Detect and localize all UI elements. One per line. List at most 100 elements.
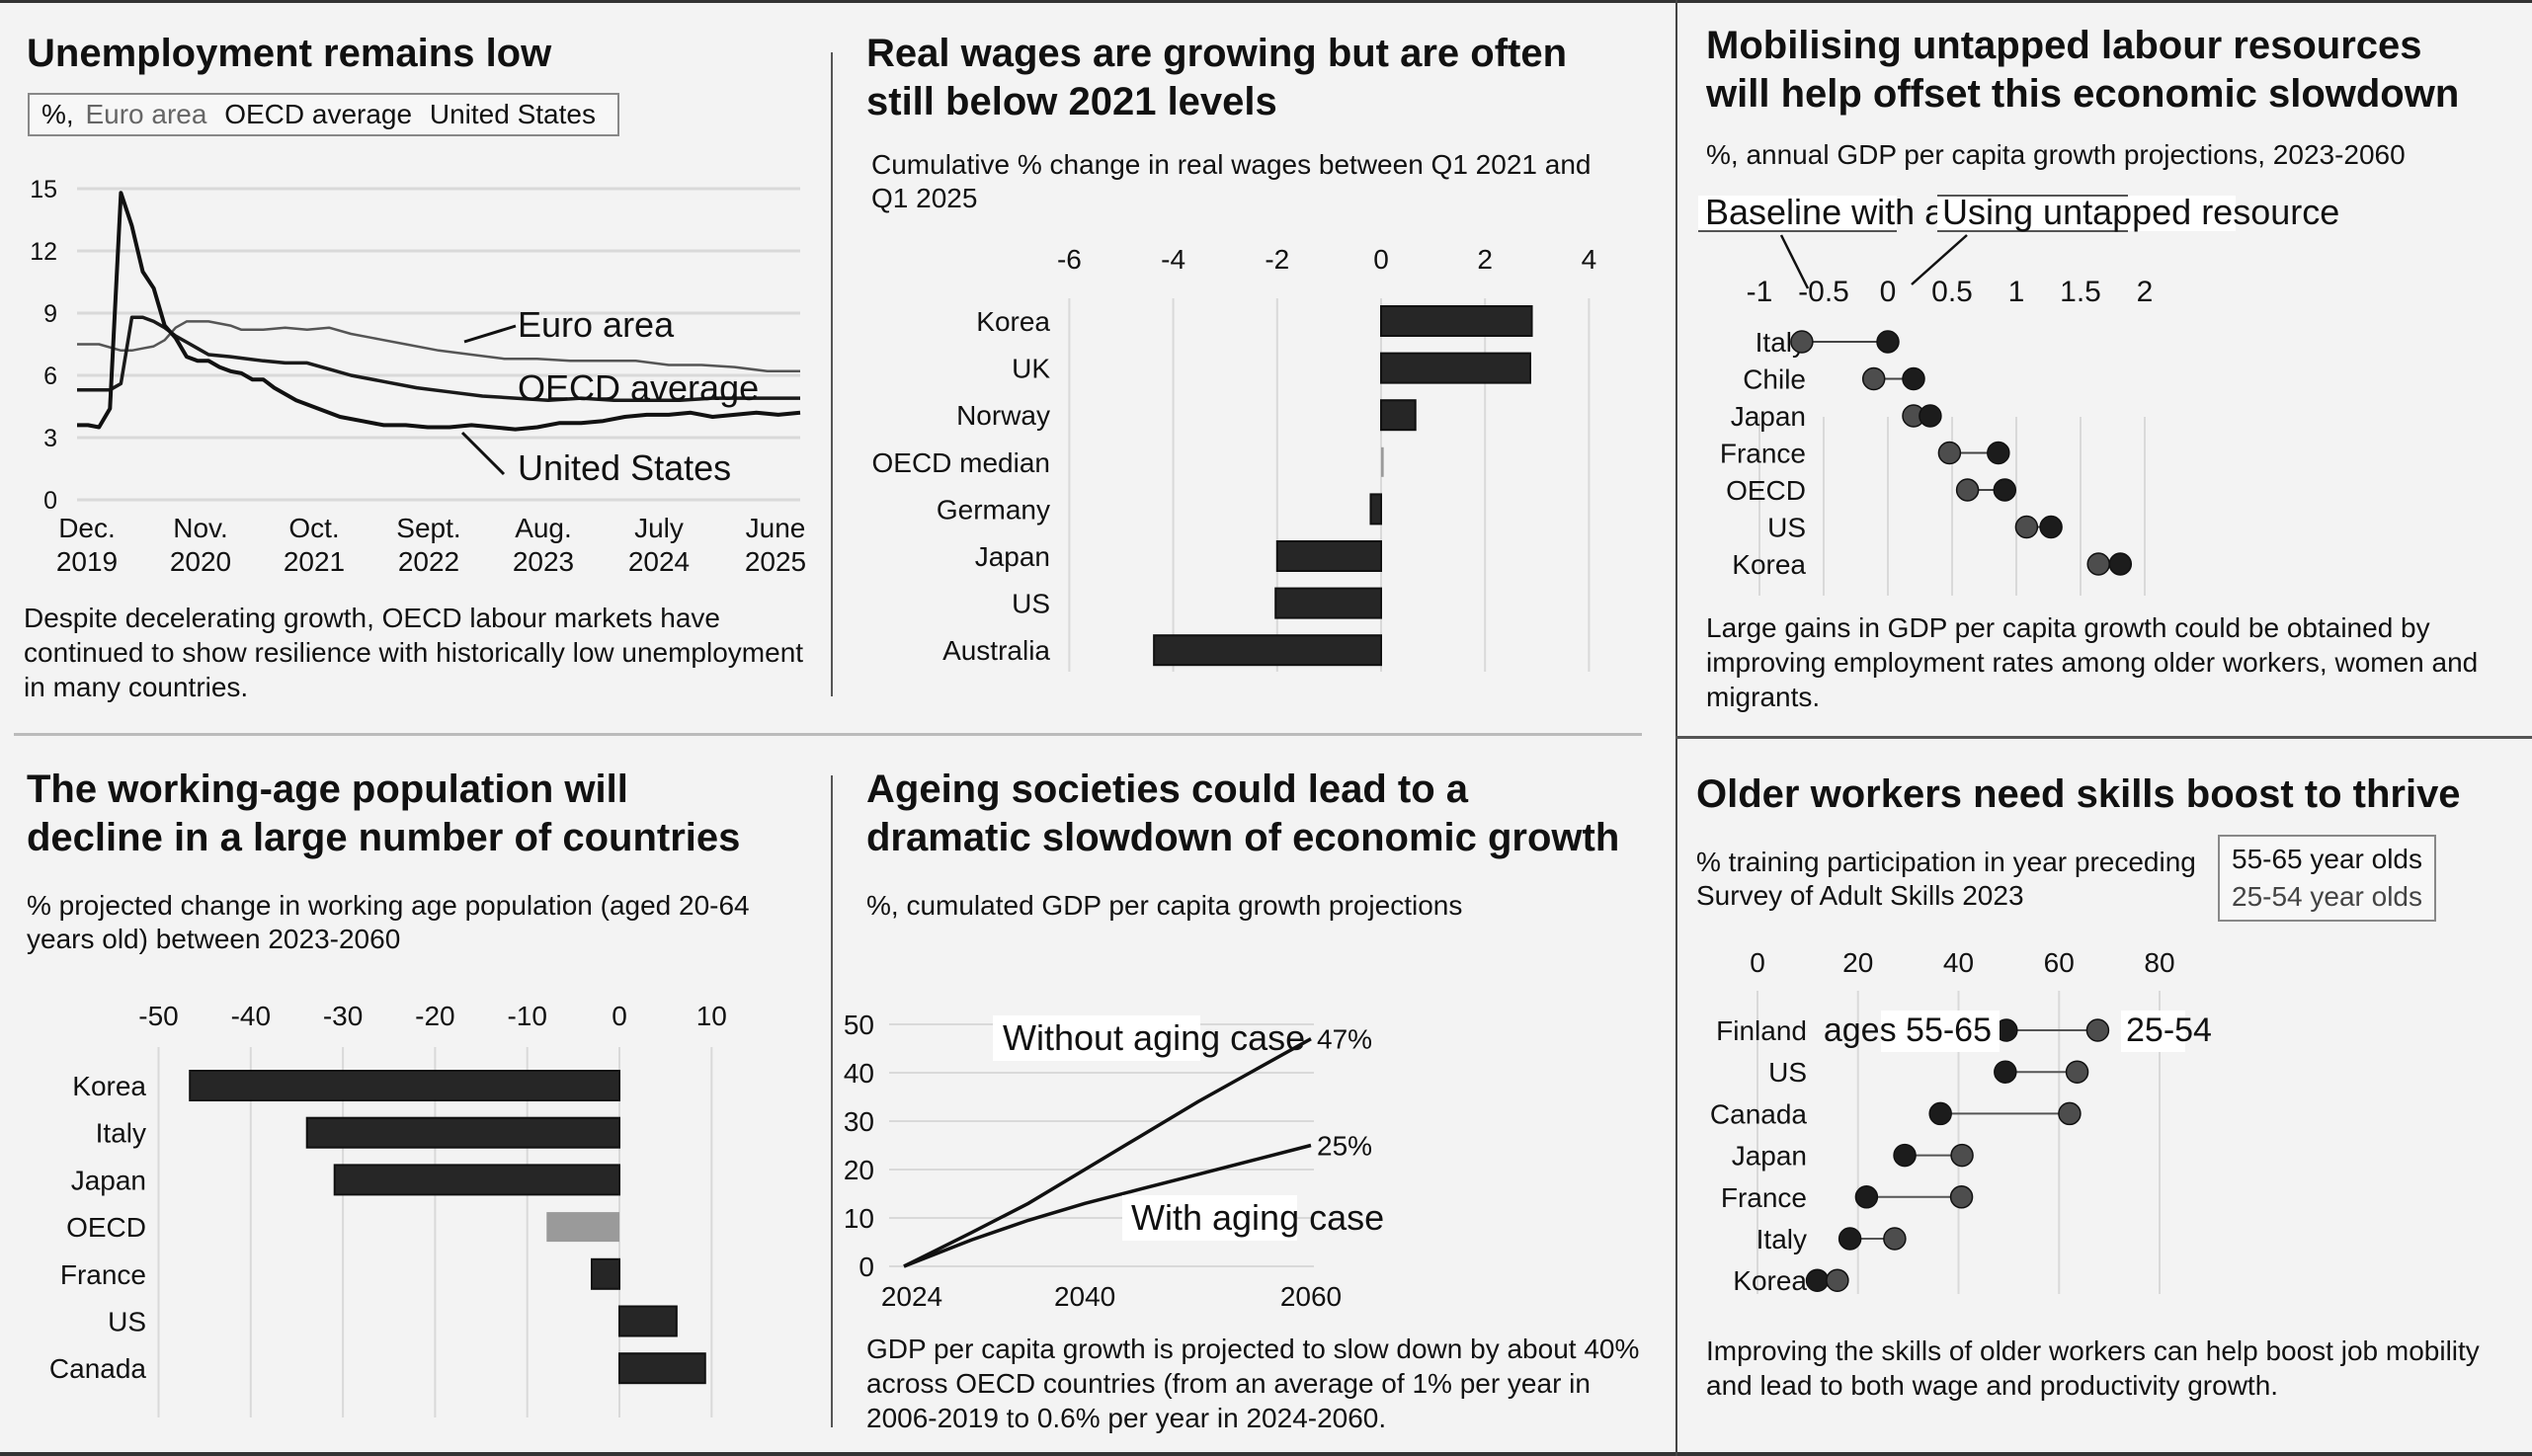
bar: [1380, 305, 1533, 337]
bar: [305, 1116, 620, 1149]
x-tick-label: 2024: [628, 546, 690, 577]
ages-55-65-label-bg: [1881, 1011, 2000, 1052]
skills-chart: 0 20 40 60 80 Finland US Canada Japan France Italy…: [1710, 947, 2212, 1296]
euro-area-label: Euro area: [518, 304, 675, 345]
wages-title-line1: Real wages are growing but are often: [866, 32, 1568, 75]
bar: [1381, 446, 1384, 477]
x-tick-label: 2020: [170, 546, 231, 577]
x-tick-label: -2: [1265, 244, 1289, 275]
category-label: OECD: [66, 1212, 146, 1243]
divider-horizontal-right: [1675, 736, 2532, 739]
dot-using-untapped-resource: [1876, 330, 1900, 354]
x-tick-label: -50: [138, 1001, 178, 1031]
x-tick-label: 0: [1373, 244, 1389, 275]
x-tick-label: 2025: [745, 546, 806, 577]
skills-title: Older workers need skills boost to thriv…: [1696, 772, 2461, 816]
category-label: Australia: [942, 635, 1050, 666]
y-tick-label: 15: [30, 176, 57, 203]
x-tick-label: -40: [231, 1001, 271, 1031]
category-label: Korea: [1733, 1265, 1807, 1296]
category-label: Japan: [1732, 1141, 1807, 1172]
series-line-oecd-average: [77, 315, 800, 402]
dot-25-54: [2058, 1101, 2082, 1126]
population-title-line2: decline in a large number of countries: [27, 816, 741, 859]
dot-55-65: [1994, 1060, 2017, 1084]
x-tick-label: 2: [1477, 244, 1493, 275]
dot-25-54: [2065, 1060, 2089, 1084]
y-tick-label: 50: [844, 1010, 874, 1040]
bar: [1153, 634, 1382, 667]
dot-55-65: [1893, 1143, 1917, 1168]
category-label: Korea: [976, 306, 1050, 337]
dot-25-54: [2085, 1018, 2110, 1042]
population-subtitle: % projected change in working age popula…: [27, 890, 750, 954]
x-tick-label: -10: [507, 1001, 546, 1031]
series-line-with-aging: [903, 1143, 1312, 1268]
bar: [591, 1257, 621, 1290]
x-tick-label: 2023: [513, 546, 574, 577]
population-title-line1: The working-age population will: [27, 768, 628, 811]
divider-vertical-right: [1675, 0, 1677, 1456]
x-tick-label: 0: [612, 1001, 627, 1031]
x-tick-label: 0: [1880, 276, 1897, 308]
population-title: The working-age population will decline …: [27, 766, 740, 862]
x-tick-label: 1: [2008, 276, 2025, 308]
population-chart: -50 -40 -30 -20 -10 0 10 Korea Italy Japan OECD Fra…: [49, 1001, 727, 1417]
y-tick-label: 0: [43, 487, 57, 515]
category-label: OECD median: [871, 447, 1050, 478]
dot-55-65: [1805, 1268, 1830, 1292]
x-tick-label: June: [746, 513, 806, 543]
bar: [333, 1164, 620, 1196]
united-states-leader-line: [460, 431, 506, 476]
ages-25-54-label-bg: [2121, 1011, 2185, 1052]
x-tick-label: 2019: [56, 546, 118, 577]
x-tick-label: 60: [2044, 947, 2075, 978]
ageing-chart: 0 10 20 30 40 50 2024 2040 2060 47% 25% Without agi…: [844, 1010, 1384, 1312]
x-tick-label: 40: [1943, 947, 1974, 978]
without-aging-label: Without aging case: [1003, 1017, 1305, 1058]
bar: [1380, 399, 1417, 432]
dot-baseline-with-aging: [1861, 366, 1886, 391]
bar: [618, 1352, 706, 1385]
category-label: Canada: [1710, 1098, 1808, 1129]
dot-using-untapped-resource: [1919, 404, 1942, 428]
ageing-title-line2: dramatic slowdown of economic growth: [866, 816, 1620, 859]
x-tick-label: -4: [1161, 244, 1185, 275]
bar: [1275, 540, 1382, 572]
divider-horizontal-left: [14, 733, 1642, 736]
ageing-title: Ageing societies could lead to a dramati…: [866, 766, 1619, 862]
x-tick-label: -30: [323, 1001, 363, 1031]
category-label: France: [60, 1259, 146, 1290]
wages-title-line2: still below 2021 levels: [866, 80, 1277, 123]
dot-25-54: [1950, 1143, 1974, 1168]
unemployment-title: Unemployment remains low: [27, 32, 552, 75]
dot-baseline-with-aging: [2014, 515, 2039, 539]
wages-chart: -6 -4 -2 0 2 4 Korea UK Norway OECD median Germany…: [871, 244, 1596, 672]
category-label: France: [1721, 1182, 1807, 1213]
unemployment-caption: Despite decelerating growth, OECD labour…: [24, 603, 804, 702]
category-label: France: [1720, 439, 1806, 469]
x-tick-label: -1: [1747, 276, 1773, 308]
category-label: Korea: [1732, 549, 1806, 580]
dot-baseline-with-aging: [1955, 478, 1980, 502]
category-label: US: [1768, 1057, 1807, 1088]
dot-baseline-with-aging: [1790, 330, 1814, 354]
bar: [1380, 352, 1531, 384]
ages-25-54-label: 25-54: [2126, 1011, 2212, 1049]
dot-using-untapped-resource: [1902, 366, 1925, 391]
y-tick-label: 6: [43, 363, 57, 390]
category-label: Japan: [1731, 401, 1806, 432]
ageing-subtitle: %, cumulated GDP per capita growth proje…: [866, 890, 1463, 921]
wages-title: Real wages are growing but are often sti…: [866, 30, 1567, 126]
annotation-untapped-bg: [1937, 196, 2236, 231]
x-tick-label: 0.5: [1931, 276, 1973, 308]
without-aging-label-bg: [993, 1015, 1200, 1061]
category-label: Japan: [71, 1165, 146, 1195]
y-tick-label: 9: [43, 300, 57, 328]
x-tick-label: -0.5: [1798, 276, 1849, 308]
category-label: Finland: [1716, 1015, 1807, 1046]
legend-item-euro-area: Euro area: [85, 99, 207, 129]
x-tick-label: Aug.: [515, 513, 572, 543]
x-tick-label: -6: [1057, 244, 1082, 275]
legend-item-oecd-average: OECD average: [224, 99, 413, 129]
